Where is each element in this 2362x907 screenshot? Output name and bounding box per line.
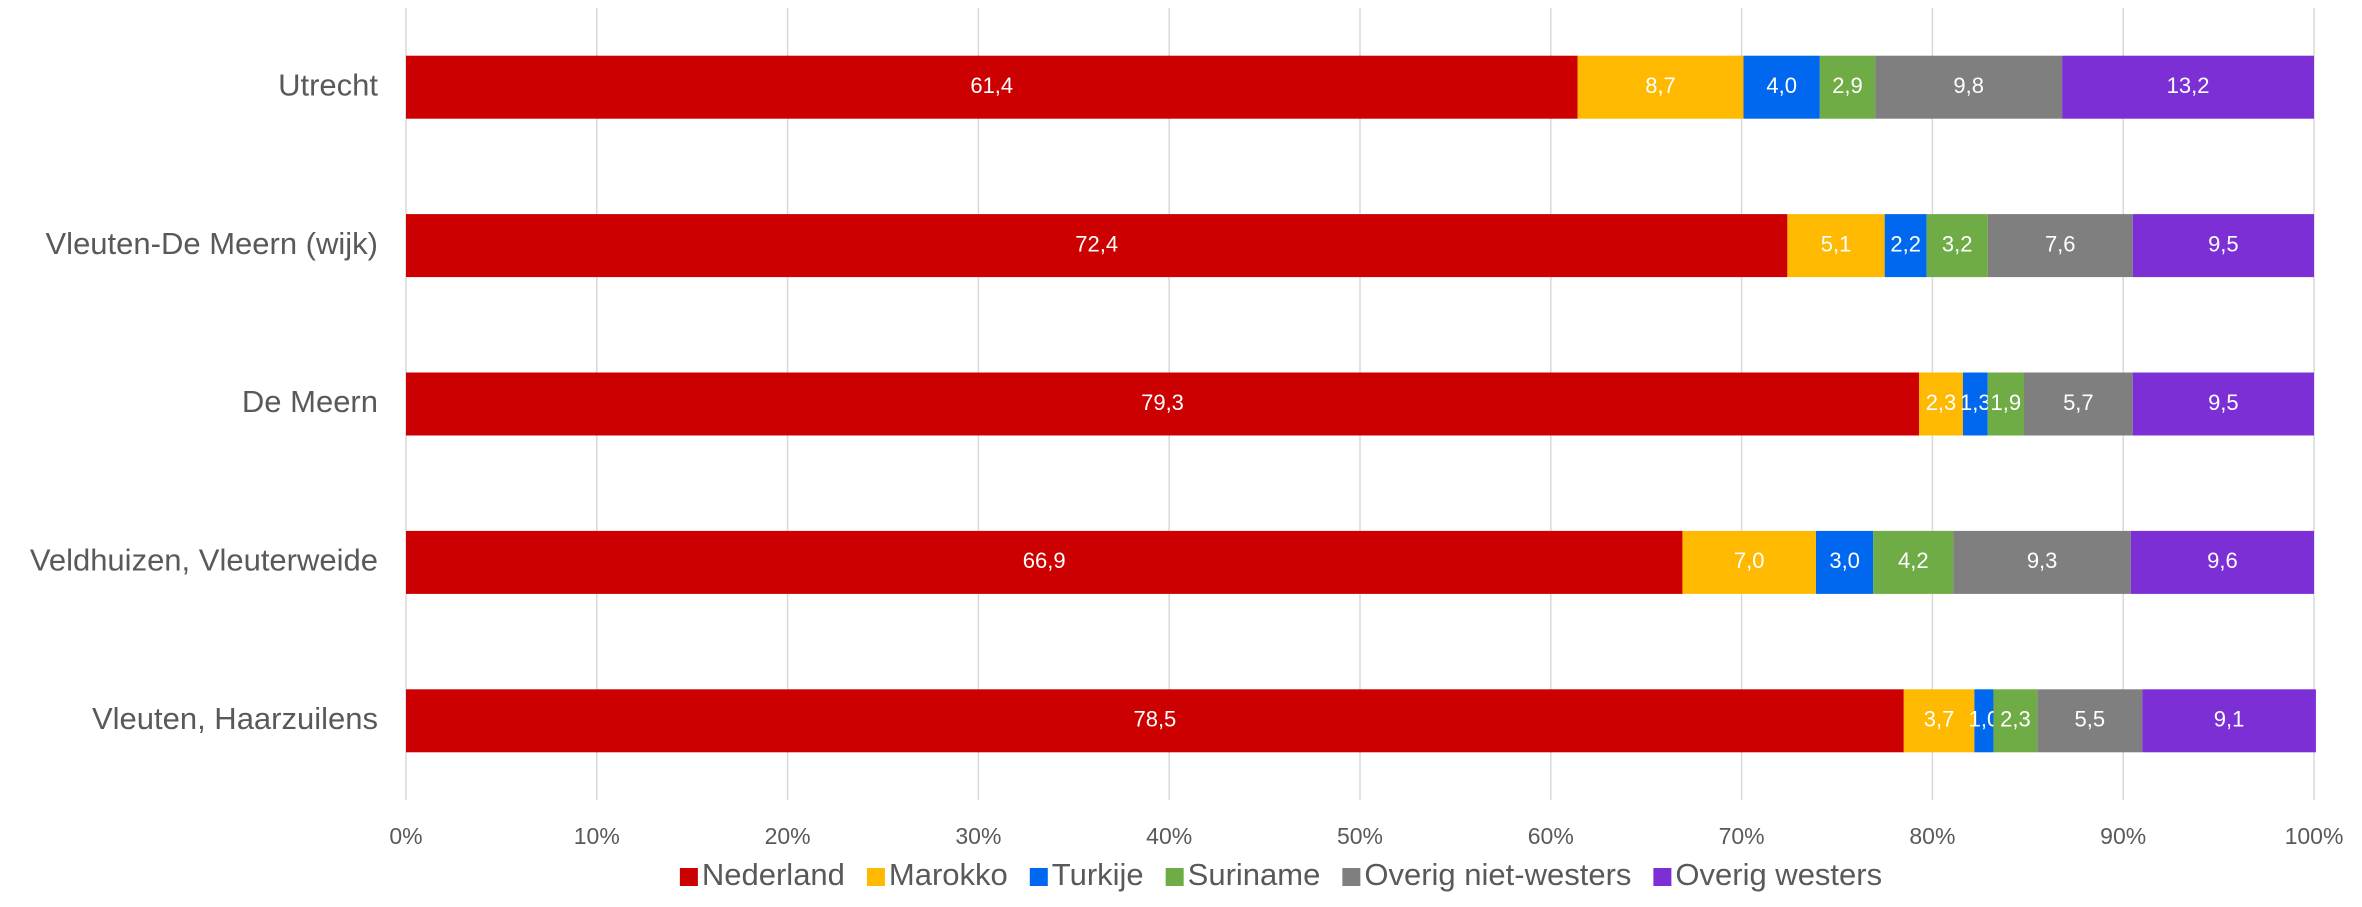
bar-segment	[2023, 372, 2133, 436]
legend-swatch	[866, 868, 885, 886]
value-label: 3,2	[1942, 231, 1973, 256]
bar-segment	[1743, 55, 1820, 119]
x-tick-label: 50%	[1337, 823, 1383, 849]
x-tick-label: 100%	[2285, 823, 2344, 849]
legend-label: Overig westers	[1675, 857, 1882, 892]
bar-segment	[1919, 372, 1963, 436]
bar-segment	[2130, 530, 2314, 594]
value-label: 7,0	[1734, 548, 1765, 573]
bar-segment	[406, 372, 1920, 436]
value-label: 2,2	[1890, 231, 1921, 256]
value-label: 9,5	[2208, 231, 2239, 256]
bar-segment	[2037, 689, 2143, 753]
legend-label: Suriname	[1188, 857, 1321, 892]
bar-segment	[2062, 55, 2314, 119]
x-tick-label: 60%	[1528, 823, 1574, 849]
x-tick-label: 90%	[2100, 823, 2146, 849]
bar-segment	[1993, 689, 2038, 753]
value-label: 2,3	[1926, 390, 1957, 415]
x-tick-label: 0%	[389, 823, 422, 849]
legend-swatch	[1165, 868, 1184, 886]
value-label: 9,8	[1953, 73, 1984, 98]
value-label: 5,1	[1821, 231, 1852, 256]
bar-segment	[1682, 530, 1817, 594]
value-label: 61,4	[970, 73, 1013, 98]
value-label: 1,3	[1960, 390, 1991, 415]
value-label: 2,3	[2000, 707, 2031, 732]
legend-label: Overig niet-westers	[1364, 857, 1631, 892]
value-label: 13,2	[2167, 73, 2210, 98]
legend-swatch	[1029, 868, 1048, 886]
value-label: 8,7	[1645, 73, 1676, 98]
bar-segment	[1987, 214, 2133, 278]
x-tick-label: 40%	[1146, 823, 1192, 849]
value-label: 9,6	[2207, 548, 2238, 573]
x-tick-label: 30%	[955, 823, 1001, 849]
category-label: De Meern	[242, 384, 378, 419]
bar-segment	[1926, 214, 1988, 278]
legend: Nederland Marokko Turkije Suriname Overig ni…	[679, 857, 1882, 892]
x-tick-label: 20%	[765, 823, 811, 849]
legend-label: Turkije	[1052, 857, 1144, 892]
value-label: 66,9	[1023, 548, 1066, 573]
bar-segment	[2142, 689, 2316, 753]
value-label: 9,3	[2027, 548, 2058, 573]
bar-segment	[1873, 530, 1954, 594]
x-tick-label: 80%	[1909, 823, 1955, 849]
bar-segment	[406, 55, 1578, 119]
value-label: 7,6	[2045, 231, 2076, 256]
bar-segment	[1987, 372, 2024, 436]
bar-segment	[1903, 689, 1975, 753]
bar-segment	[2132, 372, 2314, 436]
legend-swatch	[1342, 868, 1361, 886]
value-label: 4,2	[1898, 548, 1929, 573]
value-label: 2,9	[1832, 73, 1863, 98]
bar-segment	[1953, 530, 2131, 594]
bar-segment	[406, 689, 1904, 753]
value-label: 1,9	[1991, 390, 2022, 415]
category-label: Utrecht	[278, 67, 378, 102]
value-label: 9,5	[2208, 390, 2239, 415]
value-label: 79,3	[1141, 390, 1184, 415]
category-label: Veldhuizen, Vleuterweide	[30, 543, 378, 578]
bar-segment	[1577, 55, 1744, 119]
value-label: 5,5	[2075, 707, 2106, 732]
value-label: 5,7	[2063, 390, 2094, 415]
bar-segment	[1875, 55, 2063, 119]
category-label: Vleuten-De Meern (wijk)	[46, 226, 379, 261]
bar-segment	[1974, 689, 1994, 753]
bar-segment	[2132, 214, 2314, 278]
legend-label: Nederland	[702, 857, 845, 892]
bar-segment	[1884, 214, 1927, 278]
bar-segment	[1816, 530, 1874, 594]
bar-segment	[406, 530, 1683, 594]
value-label: 72,4	[1075, 231, 1118, 256]
x-tick-label: 70%	[1719, 823, 1765, 849]
legend-swatch	[679, 868, 698, 886]
bar-segment	[1819, 55, 1876, 119]
value-label: 9,1	[2214, 707, 2245, 732]
category-label: Vleuten, Haarzuilens	[92, 701, 378, 736]
legend-swatch	[1653, 868, 1672, 886]
legend-label: Marokko	[889, 857, 1008, 892]
value-label: 3,7	[1924, 707, 1955, 732]
x-tick-label: 10%	[574, 823, 620, 849]
value-label: 3,0	[1829, 548, 1860, 573]
bar-segment	[406, 214, 1788, 278]
value-label: 78,5	[1133, 707, 1176, 732]
value-label: 4,0	[1766, 73, 1797, 98]
bar-segment	[1787, 214, 1885, 278]
bar-segment	[1962, 372, 1988, 436]
